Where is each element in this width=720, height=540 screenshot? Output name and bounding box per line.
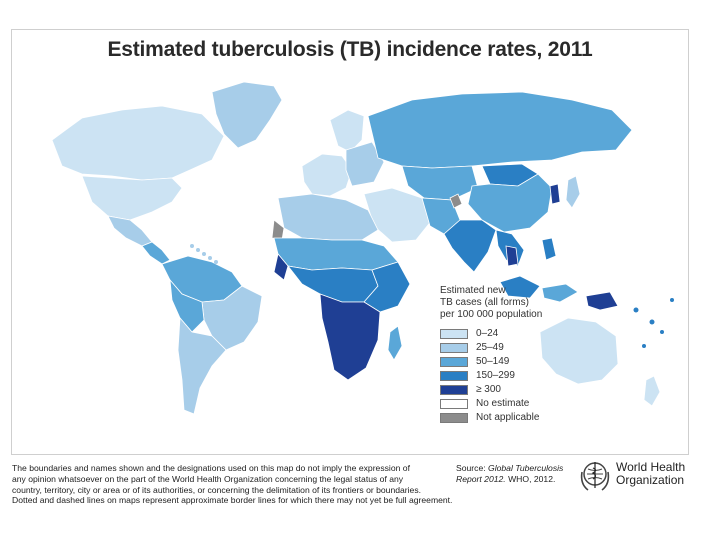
legend-swatch (440, 385, 468, 395)
region-greenland[interactable] (211, 81, 283, 149)
region-western-europe[interactable] (301, 153, 353, 197)
legend-swatch (440, 329, 468, 339)
legend-label: 25–49 (476, 342, 504, 353)
legend-item: Not applicable (440, 411, 580, 425)
region-central-america[interactable] (141, 241, 171, 265)
region-scandinavia[interactable] (329, 109, 365, 153)
who-name-line: Organization (616, 473, 685, 487)
disclaimer-line: The boundaries and names shown and the d… (12, 463, 410, 473)
region-papua-new-guinea[interactable] (585, 291, 619, 311)
legend-item: ≥ 300 (440, 383, 580, 397)
source-citation: Source: Global Tuberculosis Report 2012.… (456, 463, 576, 485)
region-southern-cone[interactable] (177, 316, 227, 415)
disclaimer-text: The boundaries and names shown and the d… (12, 463, 462, 506)
disclaimer-line: country, territory, city or area or of i… (12, 484, 422, 495)
legend-label: 150–299 (476, 370, 515, 381)
pacific-islands (633, 298, 674, 348)
region-eastern-europe[interactable] (345, 141, 385, 187)
legend-title-line: per 100 000 population (440, 309, 543, 320)
region-philippines[interactable] (541, 237, 557, 261)
map-legend: Estimated new TB cases (all forms) per 1… (440, 285, 580, 425)
legend-item: No estimate (440, 397, 580, 411)
region-russia[interactable] (367, 91, 633, 169)
who-logo-block: World Health Organization (578, 458, 698, 498)
map-frame: Estimated tuberculosis (TB) incidence ra… (11, 29, 689, 455)
legend-label: Not applicable (476, 412, 540, 423)
caribbean-islands (190, 244, 218, 264)
legend-swatch (440, 413, 468, 423)
region-peru-bolivia[interactable] (169, 278, 205, 333)
legend-title-line: TB cases (all forms) (440, 297, 529, 308)
region-east-africa[interactable] (363, 261, 411, 313)
world-map (51, 81, 674, 415)
region-china[interactable] (467, 173, 553, 233)
source-prefix: Source: (456, 463, 489, 473)
region-australia[interactable] (539, 317, 619, 385)
legend-label: No estimate (476, 398, 530, 409)
legend-item: 50–149 (440, 355, 580, 369)
region-brazil[interactable] (201, 285, 263, 351)
legend-label: 50–149 (476, 356, 510, 367)
who-emblem-icon (580, 462, 610, 491)
legend-item: 25–49 (440, 341, 580, 355)
legend-item: 150–299 (440, 369, 580, 383)
who-name-line: World Health (616, 460, 686, 474)
region-not-applicable-kashmir (449, 193, 463, 209)
region-usa[interactable] (81, 175, 183, 221)
region-central-africa[interactable] (287, 265, 379, 303)
legend-swatch (440, 357, 468, 367)
legend-swatch (440, 343, 468, 353)
who-name: World Health Organization (616, 461, 685, 487)
legend-label: ≥ 300 (476, 384, 501, 395)
source-suffix: WHO, 2012. (505, 473, 556, 484)
legend-title-line: Estimated new (440, 285, 506, 296)
region-north-africa[interactable] (277, 193, 379, 241)
region-new-zealand[interactable] (643, 375, 661, 407)
region-cambodia-myanmar[interactable] (505, 245, 519, 267)
disclaimer-line: any opinion whatsoever on the part of th… (12, 473, 404, 484)
disclaimer-line: Dotted and dashed lines on maps represen… (12, 495, 453, 506)
region-india[interactable] (443, 219, 497, 273)
map-title: Estimated tuberculosis (TB) incidence ra… (107, 38, 593, 61)
region-mexico[interactable] (107, 215, 153, 247)
region-central-asia[interactable] (401, 165, 479, 201)
source-report: Global Tuberculosis Report 2012. (456, 463, 564, 484)
legend-swatch (440, 399, 468, 409)
region-indonesia-west[interactable] (499, 275, 541, 299)
legend-swatch (440, 371, 468, 381)
region-madagascar[interactable] (387, 325, 403, 361)
region-west-africa-coast[interactable] (273, 253, 289, 281)
region-sahel[interactable] (273, 237, 399, 271)
region-japan[interactable] (565, 175, 581, 209)
legend-item: 0–24 (440, 327, 580, 341)
region-indonesia-east[interactable] (541, 283, 579, 303)
region-korea-north[interactable] (549, 183, 561, 205)
region-central-southern-africa[interactable] (319, 293, 381, 381)
legend-title: Estimated new TB cases (all forms) per 1… (440, 285, 580, 321)
region-western-sahara (271, 219, 285, 241)
region-canada-alaska[interactable] (51, 105, 225, 181)
legend-label: 0–24 (476, 328, 499, 339)
